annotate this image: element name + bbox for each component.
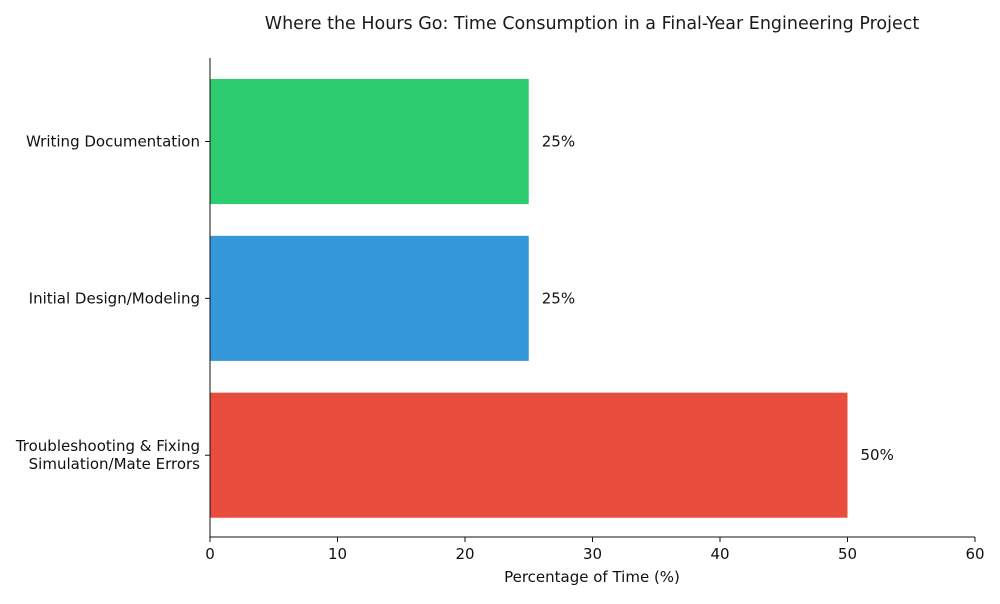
bar-1: [210, 79, 529, 205]
x-axis-title: Percentage of Time (%): [504, 568, 680, 586]
x-tick-label-30: 30: [583, 545, 602, 563]
bar-value-label-1: 25%: [542, 133, 575, 151]
bar-value-label-3: 50%: [861, 446, 894, 464]
x-tick-label-60: 60: [965, 545, 984, 563]
x-tick-label-20: 20: [455, 545, 474, 563]
x-tick-label-40: 40: [710, 545, 729, 563]
chart-title: Where the Hours Go: Time Consumption in …: [265, 14, 920, 34]
bar-2: [210, 235, 529, 361]
x-tick-label-0: 0: [205, 545, 215, 563]
axes-layer: Writing Documentation Initial Design/Mode…: [15, 58, 985, 563]
category-label-1: Writing Documentation: [26, 133, 200, 151]
bar-3: [210, 392, 848, 518]
x-tick-label-50: 50: [838, 545, 857, 563]
category-label-3: Troubleshooting & Fixing Simulation/Mate …: [15, 437, 200, 473]
bar-value-label-2: 25%: [542, 289, 575, 307]
bars-layer: 25% 25% 50%: [210, 79, 894, 518]
category-label-2: Initial Design/Modeling: [29, 289, 200, 307]
x-tick-label-10: 10: [328, 545, 347, 563]
